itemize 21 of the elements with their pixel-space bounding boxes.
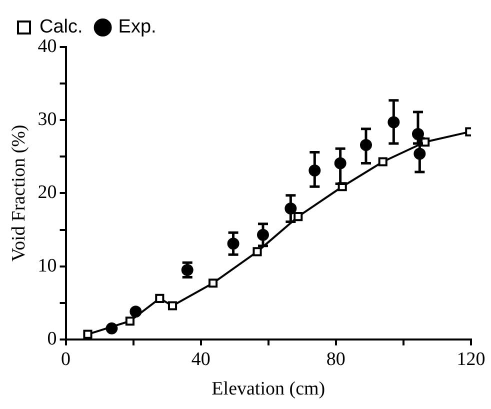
y-tick-label: 30 bbox=[38, 109, 57, 130]
point bbox=[252, 247, 262, 256]
y-tick-label: 10 bbox=[38, 255, 57, 276]
point bbox=[83, 330, 92, 339]
x-tick-label: 80 bbox=[326, 348, 346, 370]
y-axis-title: Void Fraction (%) bbox=[8, 124, 30, 262]
point bbox=[168, 301, 178, 310]
point bbox=[208, 278, 218, 288]
point bbox=[155, 294, 164, 303]
y-tick-label: 0 bbox=[47, 328, 57, 350]
x-tick-label: 40 bbox=[191, 348, 210, 370]
legend-label: Calc. bbox=[40, 16, 83, 38]
legend-label: Exp. bbox=[118, 16, 156, 38]
point bbox=[378, 157, 388, 166]
x-tick-label: 0 bbox=[61, 348, 71, 370]
x-axis-title: Elevation (cm) bbox=[212, 378, 326, 400]
y-tick-label: 40 bbox=[38, 36, 57, 57]
y-tick-label: 20 bbox=[38, 182, 57, 204]
point bbox=[125, 316, 134, 326]
x-tick-label: 120 bbox=[456, 348, 486, 370]
point bbox=[294, 212, 303, 222]
